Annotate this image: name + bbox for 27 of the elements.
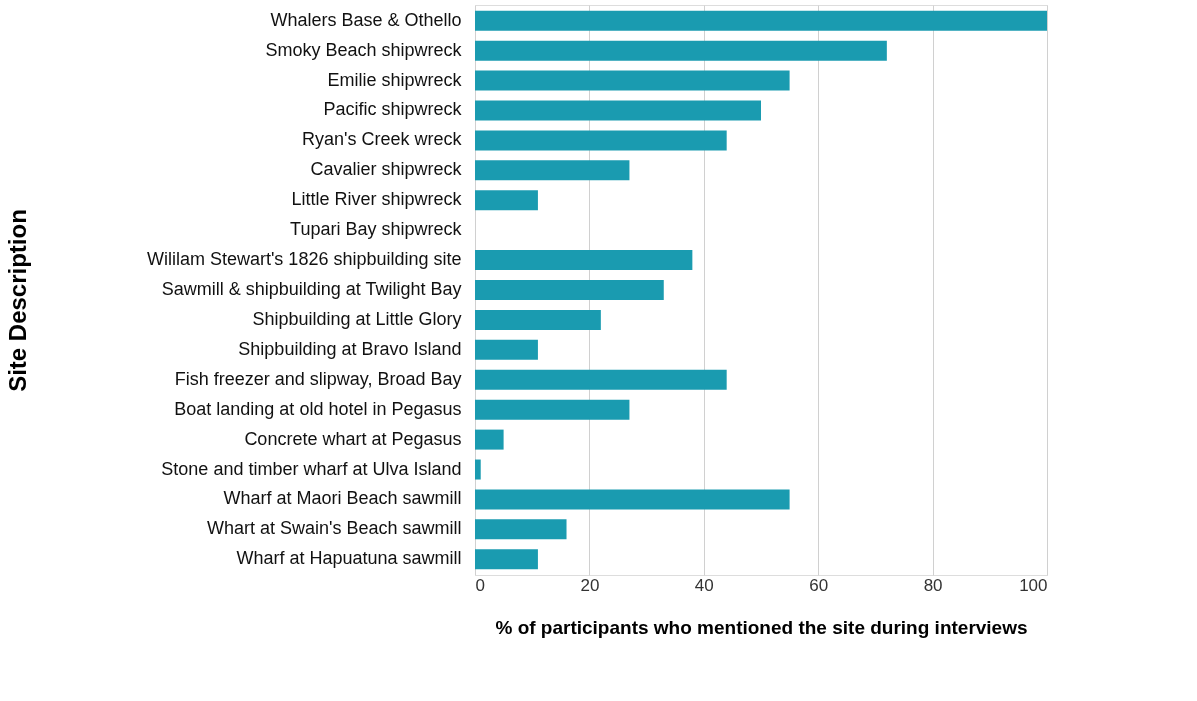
y-axis-title: Site Description <box>3 209 31 392</box>
x-tick-label: 40 <box>694 575 714 595</box>
x-axis-title: % of participants who mentioned the site during interviews <box>495 616 1028 638</box>
x-tick-label: 0 <box>475 575 485 595</box>
y-tick-label: Tupari Bay shipwreck <box>290 219 463 240</box>
x-tick-label: 80 <box>923 575 943 595</box>
y-tick-label: Wililam Stewart's 1826 shipbuilding site <box>146 249 462 270</box>
y-tick-label: Ryan's Creek wreck <box>302 129 463 150</box>
x-tick-label: 20 <box>580 575 600 595</box>
y-tick-label: Sawmill & shipbuilding at Twilight Bay <box>161 279 462 299</box>
y-tick-label: Pacific shipwreck <box>323 99 463 120</box>
y-tick-label: Cavalier shipwreck <box>310 159 463 180</box>
y-tick-label: Boat landing at old hotel in Pegasus <box>174 398 462 419</box>
x-tick-label: 60 <box>809 575 829 595</box>
y-tick-label: Shipbuilding at Little Glory <box>252 308 462 329</box>
y-tick-label: Wharf at Maori Beach sawmill <box>223 488 462 509</box>
y-tick-label: Concrete whart at Pegasus <box>244 428 462 449</box>
y-tick-label: Wharf at Hapuatuna sawmill <box>236 548 462 569</box>
y-tick-label: Emilie shipwreck <box>327 69 463 90</box>
y-tick-label: Shipbuilding at Bravo Island <box>238 338 462 359</box>
y-tick-label: Smoky Beach shipwreck <box>265 39 463 60</box>
y-tick-label: Stone and timber wharf at Ulva Island <box>161 458 462 479</box>
x-tick-label: 100 <box>1019 575 1048 595</box>
y-tick-label: Fish freezer and slipway, Broad Bay <box>174 368 462 389</box>
y-tick-label: Whalers Base & Othello <box>270 9 462 30</box>
y-tick-label: Little River shipwreck <box>291 189 463 210</box>
y-tick-label: Whart at Swain's Beach sawmill <box>206 518 462 539</box>
